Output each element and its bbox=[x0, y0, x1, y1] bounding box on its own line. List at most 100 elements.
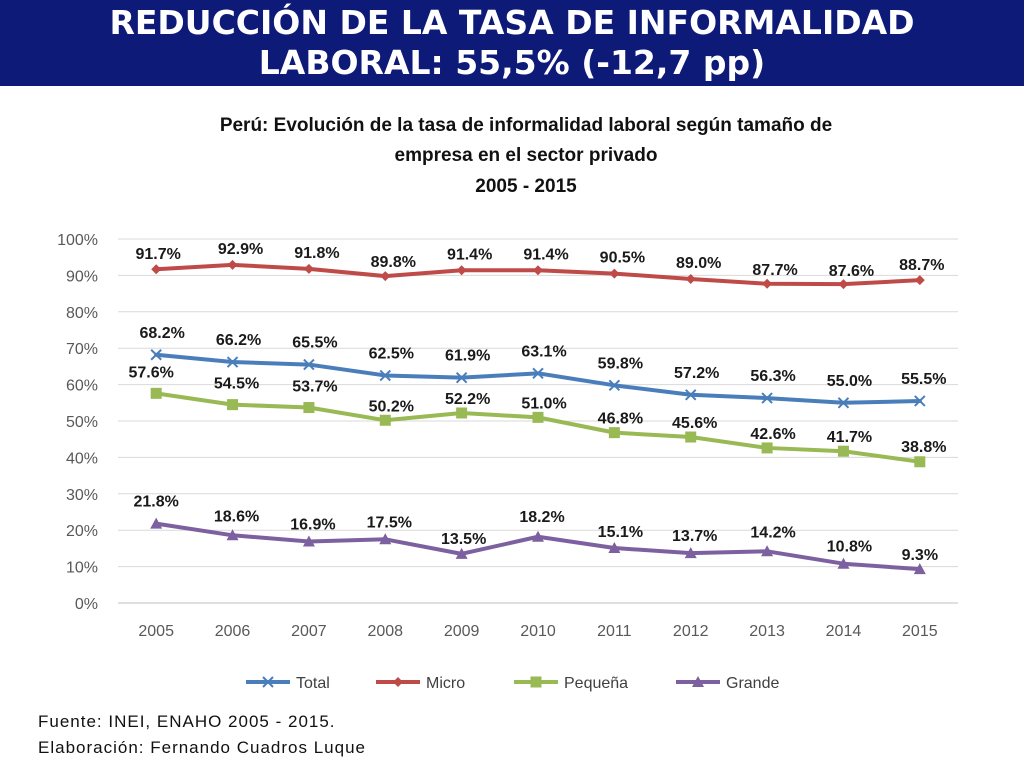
data-label-grande: 13.7% bbox=[672, 528, 717, 545]
x-tick-label: 2012 bbox=[673, 623, 709, 640]
data-label-micro: 87.7% bbox=[752, 262, 797, 279]
chart-title-line-2: empresa en el sector privado bbox=[395, 145, 658, 166]
legend-marker-micro bbox=[393, 677, 403, 687]
y-tick-label: 60% bbox=[66, 378, 98, 395]
data-label-grande: 18.6% bbox=[214, 508, 259, 525]
y-tick-label: 50% bbox=[66, 414, 98, 431]
data-point-grande bbox=[302, 535, 315, 547]
credit-note: Elaboración: Fernando Cuadros Luque bbox=[38, 738, 366, 757]
data-point-pequena bbox=[837, 445, 849, 457]
chart-subtitle: 2005 - 2015 bbox=[475, 176, 577, 197]
data-label-grande: 13.5% bbox=[441, 531, 486, 548]
y-tick-label: 20% bbox=[66, 523, 98, 540]
y-tick-label: 80% bbox=[66, 305, 98, 322]
data-point-micro bbox=[227, 259, 238, 270]
y-tick-label: 100% bbox=[57, 232, 98, 249]
data-point-micro bbox=[456, 265, 467, 276]
data-point-pequena bbox=[685, 431, 697, 443]
data-point-grande bbox=[761, 545, 774, 557]
x-tick-label: 2014 bbox=[826, 623, 862, 640]
data-point-grande bbox=[455, 547, 468, 559]
x-tick-label: 2009 bbox=[444, 623, 480, 640]
data-label-micro: 87.6% bbox=[829, 263, 874, 280]
data-point-micro bbox=[533, 265, 543, 276]
data-label-grande: 17.5% bbox=[367, 514, 412, 531]
line-chart: Perú: Evolución de la tasa de informalid… bbox=[57, 115, 958, 692]
x-tick-label: 2006 bbox=[215, 623, 251, 640]
data-label-micro: 91.8% bbox=[294, 245, 339, 262]
legend-marker-pequena bbox=[530, 676, 542, 688]
data-point-grande bbox=[684, 547, 697, 559]
data-point-total bbox=[685, 389, 697, 401]
data-point-micro bbox=[914, 275, 925, 286]
data-label-total: 55.5% bbox=[901, 371, 946, 388]
data-label-grande: 18.2% bbox=[519, 509, 564, 526]
y-tick-label: 90% bbox=[66, 268, 98, 285]
data-point-pequena bbox=[914, 456, 926, 468]
data-point-micro bbox=[609, 268, 620, 279]
legend-label-grande: Grande bbox=[726, 675, 779, 692]
data-point-total bbox=[379, 369, 391, 382]
chart-title: Perú: Evolución de la tasa de informalid… bbox=[220, 115, 832, 136]
data-point-pequena bbox=[532, 411, 544, 423]
data-label-total: 62.5% bbox=[369, 346, 414, 363]
data-point-total bbox=[608, 379, 621, 392]
data-point-micro bbox=[303, 263, 314, 274]
data-point-pequena bbox=[379, 414, 391, 426]
data-label-micro: 89.0% bbox=[676, 255, 721, 272]
data-label-grande: 21.8% bbox=[133, 494, 178, 511]
data-point-grande bbox=[226, 529, 239, 541]
data-label-pequena: 51.0% bbox=[521, 395, 566, 412]
legend-label-total: Total bbox=[296, 675, 330, 692]
data-label-total: 59.8% bbox=[598, 355, 643, 372]
data-label-total: 65.5% bbox=[292, 335, 337, 352]
data-label-total: 61.9% bbox=[445, 348, 490, 365]
data-label-total: 55.0% bbox=[827, 373, 872, 390]
data-point-total bbox=[914, 395, 926, 407]
data-point-grande bbox=[837, 557, 850, 569]
data-label-grande: 15.1% bbox=[598, 524, 643, 541]
legend-marker-total bbox=[262, 676, 274, 688]
data-label-pequena: 42.6% bbox=[750, 426, 795, 443]
data-point-grande bbox=[150, 517, 163, 529]
legend-label-pequena: Pequeña bbox=[564, 675, 628, 692]
data-label-micro: 88.7% bbox=[899, 257, 944, 274]
y-tick-label: 10% bbox=[66, 560, 98, 577]
data-label-grande: 9.3% bbox=[902, 547, 938, 564]
data-point-micro bbox=[151, 264, 162, 275]
data-point-grande bbox=[913, 563, 926, 575]
y-tick-label: 30% bbox=[66, 487, 98, 504]
data-point-micro bbox=[380, 271, 391, 282]
data-point-grande bbox=[379, 533, 392, 545]
data-label-total: 66.2% bbox=[216, 332, 261, 349]
data-label-total: 63.1% bbox=[521, 343, 566, 360]
y-tick-label: 40% bbox=[66, 450, 98, 467]
banner-title-line-2: LABORAL: 55,5% (-12,7 pp) bbox=[258, 43, 766, 82]
data-point-micro bbox=[762, 278, 773, 289]
data-point-pequena bbox=[150, 387, 162, 399]
data-point-total bbox=[455, 371, 468, 384]
x-tick-label: 2011 bbox=[597, 623, 632, 640]
data-label-total: 56.3% bbox=[750, 368, 795, 385]
data-label-pequena: 57.6% bbox=[128, 364, 173, 381]
data-label-grande: 16.9% bbox=[290, 516, 335, 533]
data-point-grande bbox=[532, 530, 544, 542]
data-label-micro: 91.4% bbox=[447, 246, 492, 263]
data-label-pequena: 38.8% bbox=[901, 439, 946, 456]
data-label-pequena: 45.6% bbox=[672, 415, 717, 432]
data-point-total bbox=[150, 349, 162, 361]
data-point-pequena bbox=[608, 427, 620, 439]
data-point-total bbox=[226, 356, 239, 368]
source-note: Fuente: INEI, ENAHO 2005 - 2015. bbox=[38, 712, 336, 731]
data-point-micro bbox=[838, 279, 849, 290]
data-point-total bbox=[303, 358, 315, 371]
title-banner: REDUCCIÓN DE LA TASA DE INFORMALIDAD LAB… bbox=[0, 0, 1024, 86]
y-tick-label: 0% bbox=[75, 596, 98, 613]
data-label-total: 57.2% bbox=[674, 365, 719, 382]
data-point-pequena bbox=[227, 399, 239, 411]
data-point-pequena bbox=[303, 402, 315, 414]
data-point-grande bbox=[608, 542, 621, 554]
x-tick-label: 2007 bbox=[291, 623, 327, 640]
data-label-grande: 10.8% bbox=[827, 539, 872, 556]
banner-title-line-1: REDUCCIÓN DE LA TASA DE INFORMALIDAD bbox=[109, 3, 915, 42]
